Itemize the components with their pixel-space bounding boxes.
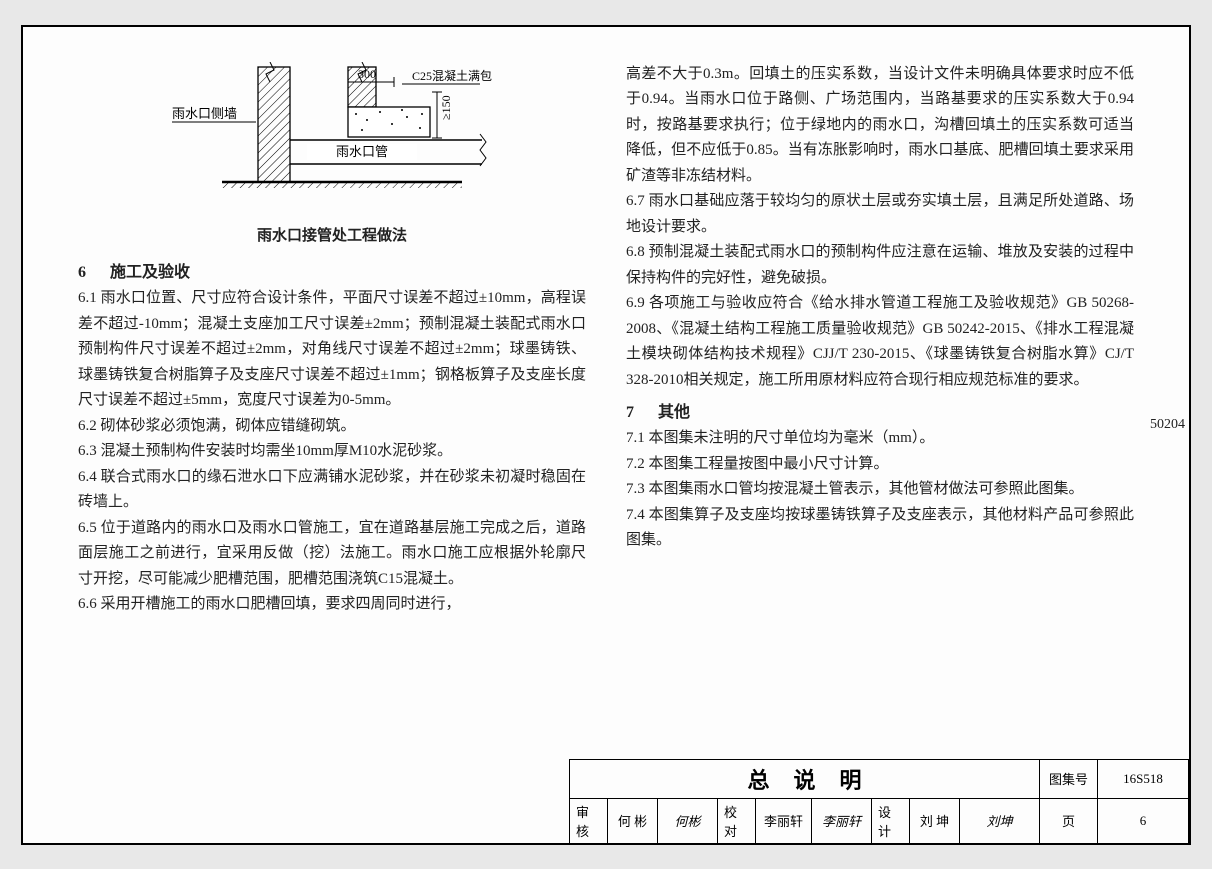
section-6-title: 施工及验收 <box>110 264 190 281</box>
section-7-title: 其他 <box>658 404 690 421</box>
page-label: 页 <box>1040 799 1098 843</box>
section-6-num: 6 <box>78 259 106 286</box>
drawing-title: 总说明 <box>570 760 1040 798</box>
para-7-2: 7.2 本图集工程量按图中最小尺寸计算。 <box>626 452 1134 478</box>
c25-label: C25混凝土满包 <box>412 68 492 83</box>
para-7-3: 7.3 本图集雨水口管均按混凝土管表示，其他管材做法可参照此图集。 <box>626 477 1134 503</box>
para-6-6b: 高差不大于0.3m。回填土的压实系数，当设计文件未明确具体要求时应不低于0.94… <box>626 62 1134 190</box>
signoff-row: 审核 何 彬 何彬 校对 李丽轩 李丽轩 设计 刘 坤 刘坤 页 6 <box>570 799 1188 843</box>
para-6-2: 6.2 砌体砂浆必须饱满，砌体应错缝砌筑。 <box>78 414 586 440</box>
series-label: 图集号 <box>1040 760 1098 798</box>
f2-sig: 刘坤 <box>960 799 1040 843</box>
para-6-1: 6.1 雨水口位置、尺寸应符合设计条件，平面尺寸误差不超过±10mm，高程误差不… <box>78 286 586 414</box>
para-6-4: 6.4 联合式雨水口的缘石泄水口下应满铺水泥砂浆，并在砂浆未初凝时稳固在砖墙上。 <box>78 465 586 516</box>
f0-label: 审核 <box>570 799 608 843</box>
series-value: 16S518 <box>1098 760 1188 798</box>
para-6-3: 6.3 混凝土预制构件安装时均需坐10mm厚M10水泥砂浆。 <box>78 439 586 465</box>
f1-name: 李丽轩 <box>756 799 812 843</box>
content-area: 雨水口管 300 <box>78 62 1134 759</box>
title-block: 总说明 图集号 16S518 审核 何 彬 何彬 校对 李丽轩 李丽轩 设计 刘… <box>569 759 1189 843</box>
diagram-wrap: 雨水口管 300 <box>78 62 586 250</box>
section-7-head: 7 其他 <box>626 399 1134 426</box>
diagram-caption: 雨水口接管处工程做法 <box>257 224 407 250</box>
right-column: 高差不大于0.3m。回填土的压实系数，当设计文件未明确具体要求时应不低于0.94… <box>626 62 1134 759</box>
f1-sig: 李丽轩 <box>812 799 872 843</box>
engineering-diagram: 雨水口管 300 <box>162 62 502 222</box>
f0-sig: 何彬 <box>658 799 718 843</box>
para-6-7: 6.7 雨水口基础应落于较均匀的原状土层或夯实填土层，且满足所处道路、场地设计要… <box>626 189 1134 240</box>
section-7-num: 7 <box>626 399 654 426</box>
dim-h: 300 <box>358 67 376 81</box>
f0-name: 何 彬 <box>608 799 658 843</box>
f2-label: 设计 <box>872 799 910 843</box>
para-7-4: 7.4 本图集算子及支座均按球墨铸铁算子及支座表示，其他材料产品可参照此图集。 <box>626 503 1134 554</box>
para-7-1: 7.1 本图集未注明的尺寸单位均为毫米（mm）。 <box>626 426 1134 452</box>
dim-v: ≥150 <box>439 95 453 120</box>
title-row: 总说明 图集号 16S518 <box>570 760 1188 799</box>
para-6-9: 6.9 各项施工与验收应符合《给水排水管道工程施工及验收规范》GB 50268-… <box>626 291 1134 393</box>
pipe-label: 雨水口管 <box>336 144 388 159</box>
section-6-head: 6 施工及验收 <box>78 259 586 286</box>
f1-label: 校对 <box>718 799 756 843</box>
f2-name: 刘 坤 <box>910 799 960 843</box>
wall-label: 雨水口侧墙 <box>172 106 237 121</box>
para-6-5: 6.5 位于道路内的雨水口及雨水口管施工，宜在道路基层施工完成之后，道路面层施工… <box>78 516 586 593</box>
page-value: 6 <box>1098 799 1188 843</box>
document-page: 50204 <box>21 25 1191 845</box>
left-column: 雨水口管 300 <box>78 62 586 759</box>
margin-annotation: 50204 <box>1150 417 1185 433</box>
para-6-8: 6.8 预制混凝土装配式雨水口的预制构件应注意在运输、堆放及安装的过程中保持构件… <box>626 240 1134 291</box>
para-6-6a: 6.6 采用开槽施工的雨水口肥槽回填，要求四周同时进行， <box>78 592 586 618</box>
